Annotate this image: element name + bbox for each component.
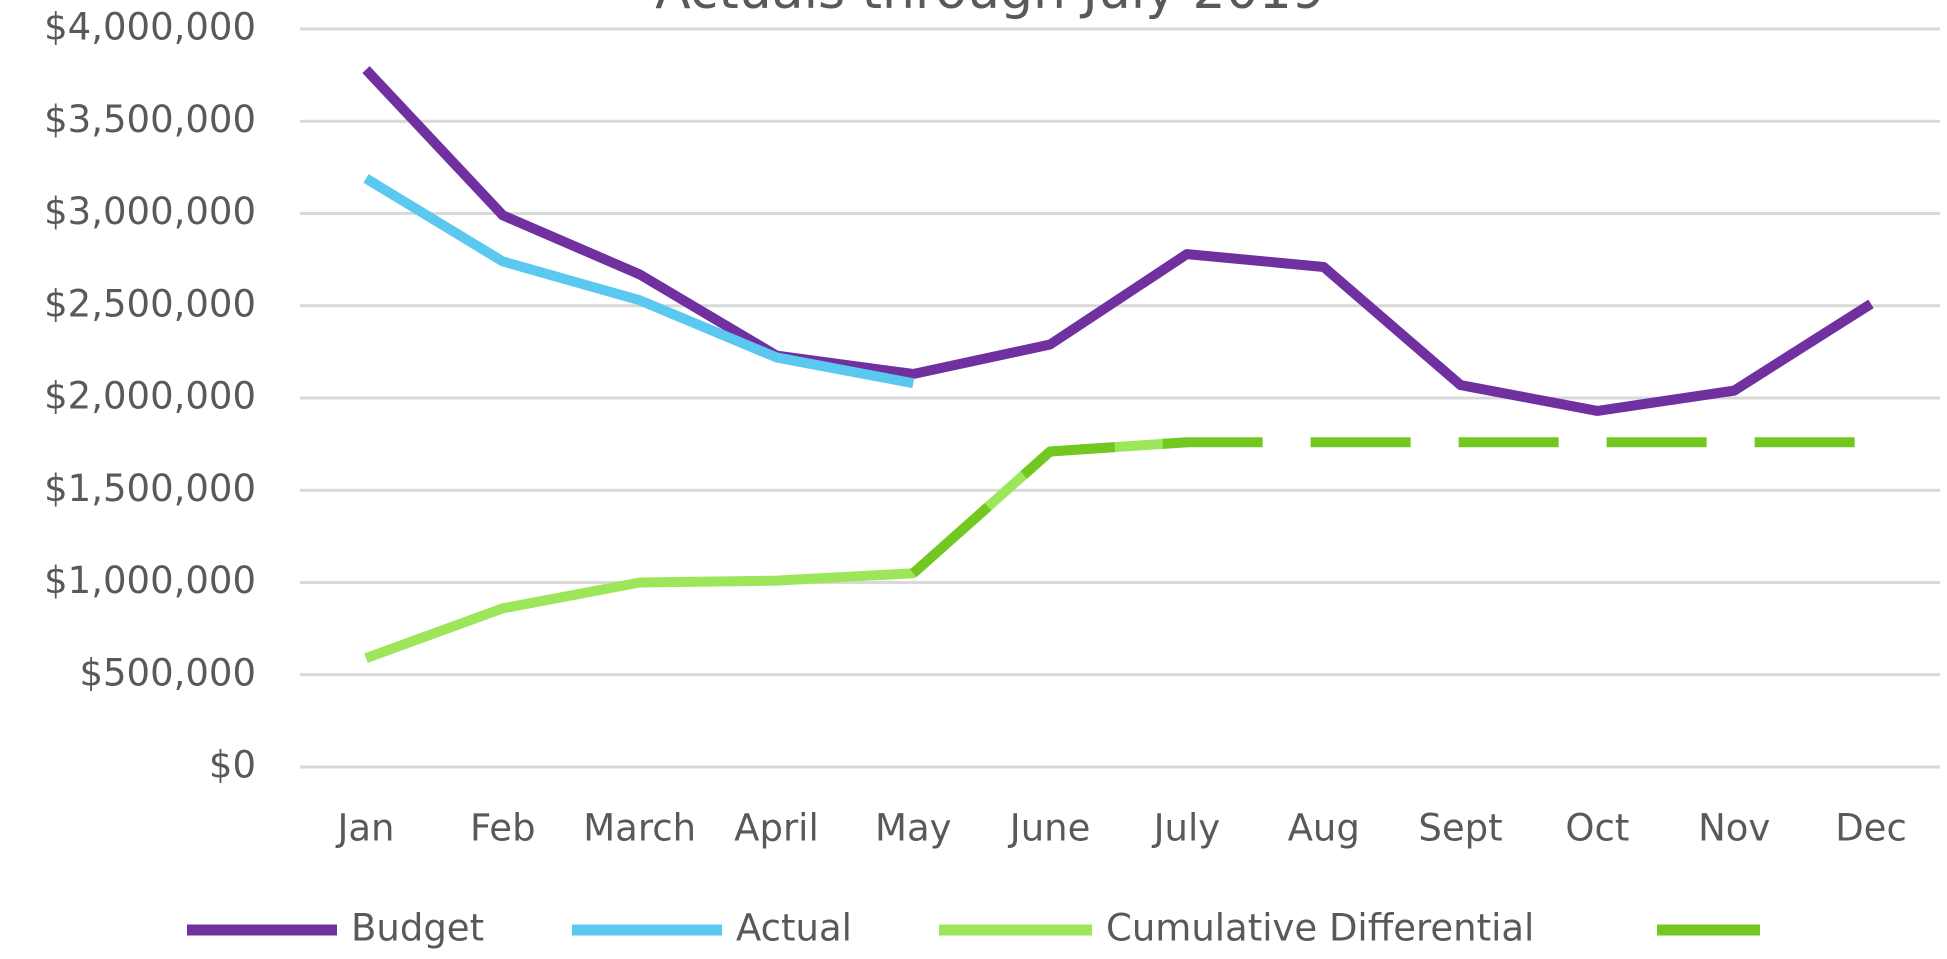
x-tick-label: Dec [1835, 807, 1907, 850]
series-line [363, 174, 915, 389]
x-tick-label: Jan [335, 807, 394, 850]
x-tick-label: June [1008, 807, 1091, 850]
x-tick-label: Feb [470, 807, 536, 850]
series-line [362, 66, 1874, 416]
series-line [909, 437, 1871, 578]
y-tick-label: $1,500,000 [44, 467, 256, 510]
y-tick-label: $2,500,000 [44, 282, 256, 325]
series-line [364, 437, 1188, 663]
y-tick-label: $500,000 [79, 651, 256, 694]
x-tick-label: Aug [1288, 807, 1360, 850]
x-tick-label: April [734, 807, 819, 850]
y-tick-label: $3,000,000 [44, 190, 256, 233]
y-tick-label: $2,000,000 [44, 375, 256, 418]
legend-label: Actual [736, 907, 852, 950]
x-tick-label: Nov [1698, 807, 1770, 850]
y-tick-label: $1,000,000 [44, 559, 256, 602]
x-tick-label: Sept [1418, 807, 1502, 850]
y-tick-label: $4,000,000 [44, 6, 256, 49]
x-tick-label: Oct [1565, 807, 1629, 850]
x-tick-label: July [1152, 807, 1221, 850]
x-tick-label: May [875, 807, 952, 850]
x-tick-label: March [583, 807, 696, 850]
y-tick-label: $3,500,000 [44, 98, 256, 141]
chart-title: Actuals through July 2019 [655, 0, 1325, 21]
legend-label: Budget [351, 907, 484, 950]
legend-label: Cumulative Differential [1106, 907, 1534, 950]
y-tick-label: $0 [209, 744, 256, 787]
